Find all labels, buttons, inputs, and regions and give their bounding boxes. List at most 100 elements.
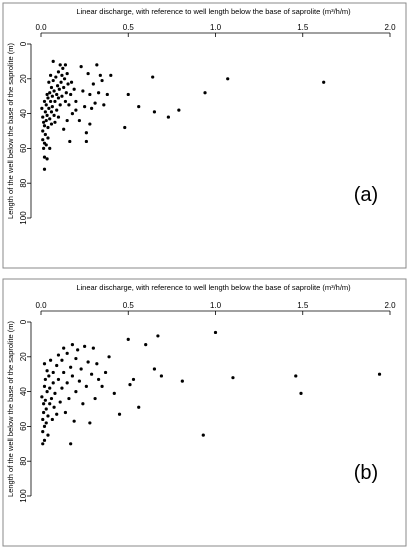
chart-panel-b: 0.0 0.5 1.0 1.5 2.0 Linear discharge, with re… (2, 278, 407, 547)
data-point (46, 96, 50, 100)
data-point (103, 370, 108, 375)
data-point (53, 99, 57, 104)
y-tick-label: 0 (19, 41, 28, 46)
data-point (51, 78, 55, 83)
data-point (65, 351, 69, 355)
data-point (81, 402, 85, 406)
data-point (54, 75, 58, 79)
data-point (42, 362, 47, 366)
data-point (70, 374, 75, 378)
data-point (44, 421, 48, 425)
panel-label: (b) (354, 462, 378, 484)
data-point (102, 103, 106, 107)
data-point (152, 110, 157, 114)
data-point (144, 343, 148, 347)
x-tick-label: 1.0 (210, 23, 222, 32)
data-point (151, 75, 155, 79)
x-tick-label: 0.0 (35, 23, 47, 32)
data-point (52, 113, 56, 117)
data-point (117, 412, 122, 416)
data-point (43, 398, 47, 402)
y-tick-label: 80 (19, 178, 28, 187)
data-point (60, 358, 64, 362)
data-point (69, 80, 74, 84)
x-tick-label: 1.5 (297, 23, 309, 32)
data-point (42, 146, 46, 150)
data-point (76, 348, 80, 352)
data-point (50, 105, 54, 109)
data-point (137, 405, 141, 409)
data-point (88, 421, 92, 425)
data-point (47, 106, 51, 110)
data-point (91, 82, 95, 86)
data-point (55, 363, 59, 368)
data-point (65, 381, 69, 385)
data-point (45, 369, 49, 373)
data-point (42, 384, 47, 388)
data-point (60, 73, 64, 77)
data-point (84, 139, 88, 144)
data-point (77, 379, 81, 383)
x-axis-title: Linear discharge, with reference to well… (76, 283, 351, 292)
data-point (45, 113, 49, 117)
data-point (48, 91, 52, 95)
data-point (62, 127, 66, 131)
data-point (49, 85, 54, 90)
data-point (100, 384, 104, 388)
data-point (43, 110, 47, 114)
y-tick-label: 20 (19, 74, 28, 83)
data-point (79, 65, 83, 69)
data-point (47, 80, 51, 84)
chart-panel-a: 0.0 0.5 1.0 1.5 2.0 Linear discharge, with re… (2, 2, 407, 269)
data-point (48, 117, 52, 121)
data-point (128, 383, 132, 387)
data-point (88, 122, 92, 126)
x-tick-label: 2.0 (384, 301, 396, 310)
data-point (40, 106, 44, 110)
data-point (51, 59, 55, 64)
data-point (56, 115, 61, 119)
data-point (67, 396, 71, 401)
data-point (43, 132, 47, 137)
data-point (51, 381, 55, 385)
data-point (41, 138, 45, 142)
data-point (88, 92, 92, 97)
data-point (81, 89, 85, 93)
data-point (69, 365, 73, 369)
data-point (107, 355, 111, 359)
data-point (53, 391, 57, 395)
data-point (156, 334, 160, 338)
data-point (41, 417, 45, 422)
data-point (48, 358, 53, 362)
data-point (44, 103, 48, 107)
data-point (48, 386, 52, 390)
x-tick-label: 1.5 (297, 301, 309, 310)
y-tick-label: 40 (19, 109, 28, 118)
data-point (50, 94, 54, 98)
data-point (44, 143, 48, 147)
data-point (83, 344, 87, 348)
data-point (65, 118, 69, 123)
data-point (84, 131, 88, 135)
data-point (46, 125, 50, 130)
data-point (56, 353, 61, 357)
data-point (231, 376, 235, 380)
x-tick-label: 1.0 (210, 301, 222, 310)
data-point (62, 85, 66, 90)
data-point (203, 91, 207, 95)
data-point (112, 391, 116, 395)
data-point (61, 66, 65, 70)
data-point (96, 377, 101, 382)
data-point (49, 122, 54, 126)
y-axis-title: Length of the well below the base of the… (6, 43, 15, 219)
data-point (98, 73, 102, 77)
data-point (74, 108, 78, 112)
data-point (67, 103, 71, 107)
data-point (69, 92, 73, 97)
data-point (63, 410, 68, 415)
data-point (95, 362, 99, 366)
data-point (42, 124, 47, 128)
data-point (377, 372, 382, 376)
data-point (42, 410, 46, 415)
data-point (96, 91, 101, 95)
